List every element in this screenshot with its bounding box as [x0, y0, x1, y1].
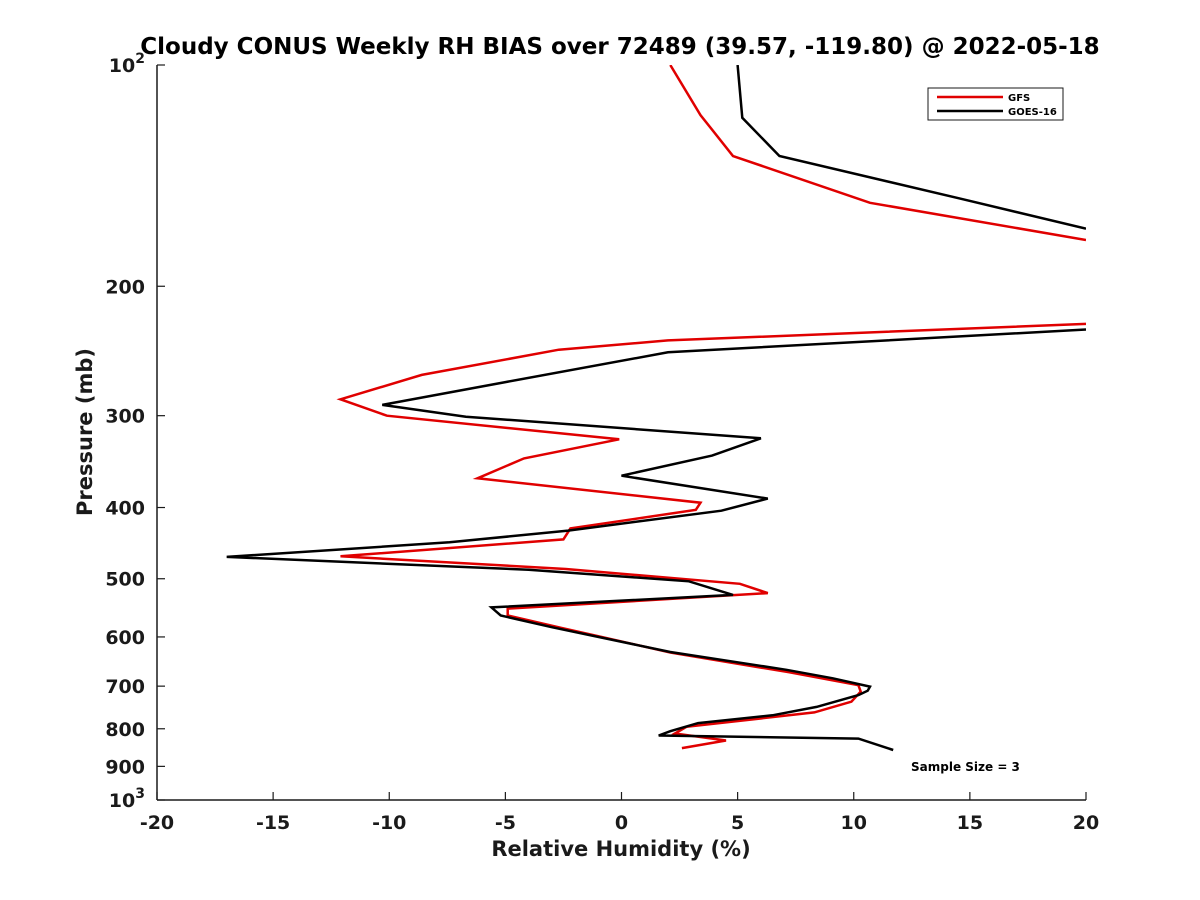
legend-box [927, 87, 1064, 121]
x-tick-label: 0 [615, 812, 628, 834]
y-tick-label: 103 [109, 786, 145, 812]
y-axis-label: Pressure (mb) [73, 348, 97, 516]
legend: GFS GOES-16 [927, 87, 1064, 121]
y-tick-label: 102 [109, 51, 145, 77]
series-layer [226, 65, 1086, 752]
y-tick-label: 300 [105, 406, 145, 428]
series-line-goes16 [226, 65, 1086, 752]
y-tick-label: 900 [105, 756, 145, 778]
x-tick-label: 20 [1073, 812, 1099, 834]
legend-label-gfs: GFS [1008, 93, 1030, 104]
x-tick-label: -20 [140, 812, 174, 834]
x-tick-label: 5 [731, 812, 744, 834]
x-tick-label: -5 [495, 812, 516, 834]
series-line-gfs [336, 65, 1086, 750]
x-tick-label: 15 [957, 812, 983, 834]
x-axis-label: Relative Humidity (%) [491, 837, 750, 861]
y-tick-label: 500 [105, 569, 145, 591]
chart-title: Cloudy CONUS Weekly RH BIAS over 72489 (… [140, 34, 1099, 60]
y-tick-label: 600 [105, 627, 145, 649]
sample-size-annotation: Sample Size = 3 [911, 760, 1020, 774]
x-tick-label: -10 [372, 812, 406, 834]
y-tick-label: 400 [105, 498, 145, 520]
x-tick-label: -15 [256, 812, 290, 834]
y-tick-base: 10 [109, 55, 135, 77]
y-tick-exponent: 3 [135, 786, 145, 802]
plot-frame [156, 65, 1086, 801]
legend-label-goes16: GOES-16 [1008, 107, 1057, 118]
y-tick-base: 10 [109, 790, 135, 812]
x-axis-ticks: -20 -15 -10 -5 0 5 10 15 20 [140, 792, 1099, 834]
y-tick-exponent: 2 [135, 51, 145, 67]
y-tick-label: 200 [105, 276, 145, 298]
y-tick-label: 700 [105, 676, 145, 698]
y-tick-label: 800 [105, 719, 145, 741]
x-tick-label: 10 [841, 812, 867, 834]
